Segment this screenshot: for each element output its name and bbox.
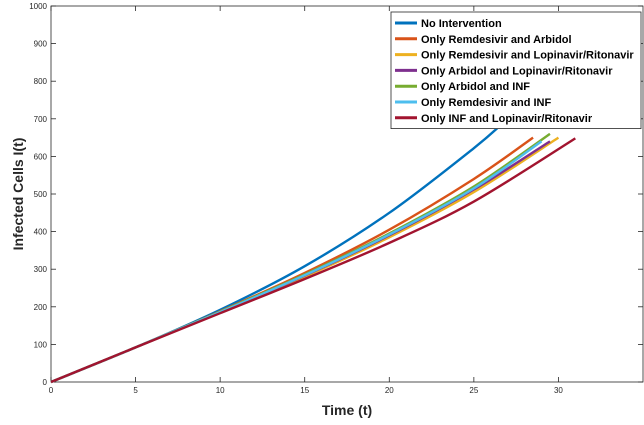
series-line-7 bbox=[50, 137, 576, 384]
legend-label: Only Arbidol and INF bbox=[421, 81, 530, 93]
x-tick-label: 30 bbox=[554, 386, 563, 395]
legend-label: Only Remdesivir and Arbidol bbox=[421, 34, 572, 46]
legend-label: Only INF and Lopinavir/Ritonavir bbox=[421, 113, 593, 125]
y-tick-label: 300 bbox=[34, 265, 48, 274]
y-axis: 0 100 200 300 400 500 600 700 800 900 1000 bbox=[29, 2, 643, 387]
x-axis-label: Time (t) bbox=[322, 402, 372, 418]
legend-label: Only Remdesivir and Lopinavir/Ritonavir bbox=[421, 50, 634, 62]
legend-label: No Intervention bbox=[421, 18, 502, 30]
x-axis: 0 5 10 15 20 25 30 bbox=[49, 6, 563, 395]
x-tick-label: 25 bbox=[469, 386, 478, 395]
y-tick-label: 500 bbox=[34, 190, 48, 199]
y-tick-label: 900 bbox=[34, 40, 48, 49]
x-tick-label: 15 bbox=[300, 386, 309, 395]
x-tick-label: 0 bbox=[49, 386, 54, 395]
y-tick-label: 100 bbox=[34, 340, 48, 349]
legend-label: Only Remdesivir and INF bbox=[421, 97, 551, 109]
x-tick-label: 20 bbox=[385, 386, 394, 395]
y-tick-label: 800 bbox=[34, 77, 48, 86]
x-tick-label: 10 bbox=[216, 386, 225, 395]
series-layer bbox=[50, 117, 576, 384]
y-axis-label: Infected Cells I(t) bbox=[10, 138, 26, 251]
y-tick-label: 200 bbox=[34, 303, 48, 312]
legend-box bbox=[390, 11, 642, 129]
y-tick-label: 600 bbox=[34, 152, 48, 161]
y-tick-label: 0 bbox=[43, 378, 48, 387]
legend-label: Only Arbidol and Lopinavir/Ritonavir bbox=[421, 65, 613, 77]
x-tick-label: 5 bbox=[133, 386, 138, 395]
y-tick-label: 1000 bbox=[29, 2, 47, 11]
legend: No Intervention Only Remdesivir and Arbid… bbox=[390, 11, 642, 129]
y-tick-label: 400 bbox=[34, 228, 48, 237]
y-tick-label: 700 bbox=[34, 115, 48, 124]
